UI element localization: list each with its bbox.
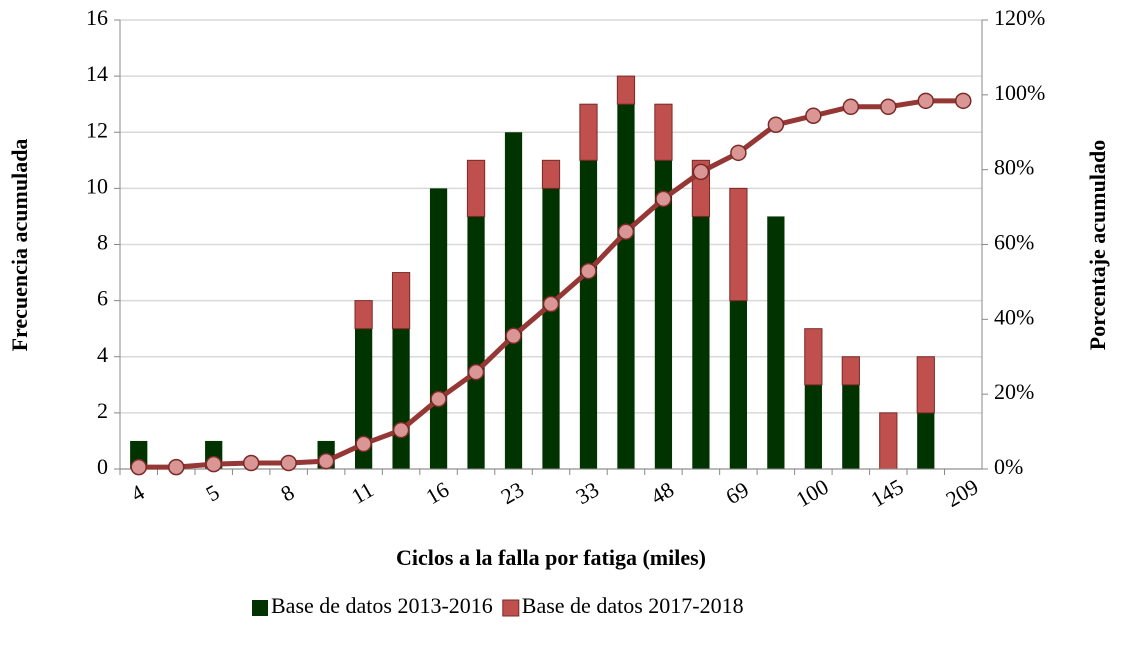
x-tick-label: 16 bbox=[422, 477, 454, 510]
marker bbox=[280, 454, 297, 472]
bar bbox=[579, 160, 598, 469]
y-axis-title: Frecuencia acumulada bbox=[7, 139, 32, 352]
bar bbox=[354, 328, 373, 469]
marker bbox=[430, 390, 447, 408]
y-tick-label: 0 bbox=[97, 454, 108, 479]
bar bbox=[767, 216, 785, 469]
bar bbox=[654, 103, 673, 161]
bar bbox=[392, 328, 410, 469]
x-tick-label: 23 bbox=[497, 477, 529, 510]
bar bbox=[466, 159, 486, 217]
marker bbox=[617, 223, 635, 241]
legend-label: Base de datos 2017-2018 bbox=[522, 593, 744, 618]
y-tick-label: 14 bbox=[86, 61, 108, 86]
marker bbox=[355, 435, 372, 453]
y2-tick-label: 80% bbox=[994, 155, 1034, 180]
x-tick-label: 209 bbox=[941, 474, 982, 512]
x-tick-label: 5 bbox=[201, 479, 223, 506]
y2-tick-label: 100% bbox=[994, 80, 1045, 105]
y-tick-label: 2 bbox=[97, 398, 108, 423]
bar bbox=[654, 160, 673, 469]
marker bbox=[730, 144, 747, 162]
bar bbox=[841, 356, 860, 386]
y-tick-label: 4 bbox=[97, 342, 108, 367]
marker bbox=[955, 92, 972, 110]
marker bbox=[467, 363, 485, 381]
x-tick-label: 69 bbox=[721, 477, 753, 510]
marker bbox=[242, 454, 260, 472]
marker bbox=[767, 116, 785, 134]
marker bbox=[392, 421, 410, 439]
bar bbox=[916, 356, 935, 414]
y-tick-label: 12 bbox=[86, 117, 108, 142]
marker bbox=[505, 327, 522, 345]
marker bbox=[580, 262, 597, 280]
marker bbox=[317, 452, 335, 470]
bar bbox=[429, 188, 448, 469]
y2-tick-label: 40% bbox=[994, 304, 1034, 329]
y-tick-label: 6 bbox=[97, 286, 108, 311]
y-tick-label: 10 bbox=[86, 173, 108, 198]
bar bbox=[616, 75, 636, 105]
x-tick-label: 4 bbox=[126, 479, 148, 506]
x-axis-title: Ciclos a la falla por fatiga (miles) bbox=[396, 545, 706, 570]
bar bbox=[542, 188, 560, 469]
x-tick-label: 145 bbox=[867, 474, 908, 512]
marker bbox=[130, 458, 147, 476]
x-tick-label: 100 bbox=[792, 474, 833, 512]
y2-tick-label: 60% bbox=[994, 230, 1034, 255]
bar bbox=[729, 187, 748, 302]
marker bbox=[655, 190, 672, 208]
marker bbox=[542, 295, 560, 313]
y2-tick-label: 120% bbox=[994, 5, 1045, 30]
x-tick-label: 48 bbox=[646, 477, 678, 510]
x-tick-label: 33 bbox=[571, 477, 603, 510]
bar bbox=[354, 300, 373, 330]
bar bbox=[842, 384, 860, 469]
marker bbox=[205, 455, 222, 473]
bar bbox=[541, 159, 561, 189]
marker bbox=[880, 98, 897, 116]
x-tick-label: 8 bbox=[276, 479, 298, 506]
legend-swatch bbox=[502, 599, 520, 617]
bar bbox=[917, 412, 935, 469]
bar bbox=[804, 384, 822, 469]
y-tick-label: 8 bbox=[97, 230, 108, 255]
bar bbox=[729, 300, 748, 469]
marker bbox=[805, 107, 822, 125]
bar bbox=[879, 412, 898, 470]
legend-swatch bbox=[252, 600, 268, 616]
marker bbox=[842, 98, 860, 116]
y2-tick-label: 0% bbox=[994, 454, 1023, 479]
bar bbox=[504, 132, 523, 469]
bar bbox=[467, 216, 485, 469]
y-tick-label: 16 bbox=[86, 5, 108, 30]
bar bbox=[579, 103, 598, 161]
bar bbox=[692, 216, 710, 469]
bar bbox=[391, 272, 411, 330]
marker bbox=[692, 163, 710, 181]
y2-tick-label: 20% bbox=[994, 379, 1034, 404]
x-tick-label: 11 bbox=[347, 477, 378, 509]
y2-axis-title: Porcentaje acumulado bbox=[1085, 140, 1110, 350]
legend-label: Base de datos 2013-2016 bbox=[271, 593, 493, 618]
bar bbox=[804, 328, 823, 386]
marker bbox=[167, 458, 185, 476]
marker bbox=[917, 92, 935, 110]
bar bbox=[617, 104, 635, 469]
